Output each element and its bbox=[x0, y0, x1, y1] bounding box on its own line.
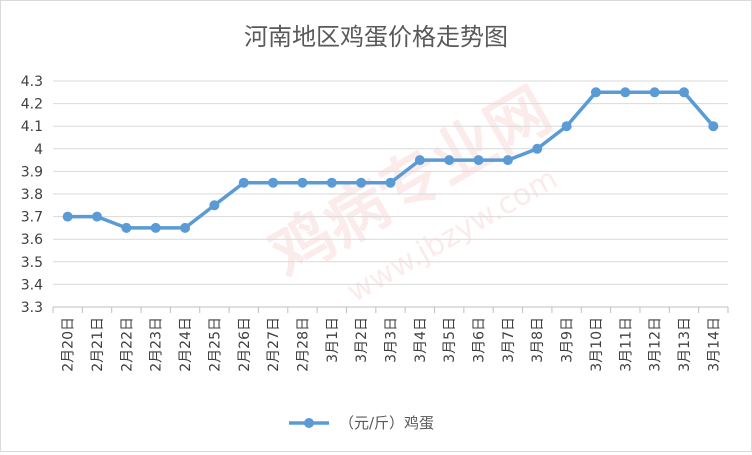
x-tick-label: 2月22日 bbox=[119, 317, 135, 372]
x-tick-label: 3月2日 bbox=[354, 317, 370, 363]
legend: （元/斤）鸡蛋 bbox=[289, 414, 434, 432]
data-point bbox=[268, 177, 279, 188]
data-point bbox=[414, 155, 425, 166]
y-tick-label: 4.1 bbox=[21, 119, 43, 135]
x-tick-label: 2月24日 bbox=[178, 317, 194, 372]
x-tick-label: 2月27日 bbox=[266, 317, 282, 372]
y-tick-label: 4.2 bbox=[21, 97, 43, 113]
data-point bbox=[561, 121, 572, 132]
data-point bbox=[708, 121, 719, 132]
data-point bbox=[326, 177, 337, 188]
data-point bbox=[121, 222, 132, 233]
x-axis-ticks: 2月20日 2月21日 2月22日 2月23日 2月24日 2月25日 2月26日 2月27日… bbox=[61, 317, 723, 372]
x-tick-label: 2月26日 bbox=[237, 317, 253, 372]
x-tick-label: 2月23日 bbox=[149, 317, 165, 372]
x-tick-label: 3月6日 bbox=[472, 317, 488, 363]
y-tick-label: 3.8 bbox=[21, 187, 43, 203]
data-point bbox=[356, 177, 367, 188]
y-tick-label: 4 bbox=[34, 142, 43, 158]
x-tick-label: 3月3日 bbox=[384, 317, 400, 363]
data-series bbox=[62, 87, 719, 233]
x-tick-label: 2月28日 bbox=[295, 317, 311, 372]
data-point bbox=[678, 87, 689, 98]
x-tick-label: 3月14日 bbox=[706, 317, 722, 372]
legend-marker bbox=[304, 418, 314, 428]
x-axis bbox=[52, 306, 729, 313]
data-point bbox=[649, 87, 660, 98]
data-point bbox=[62, 211, 73, 222]
y-tick-label: 3.9 bbox=[21, 164, 43, 180]
x-tick-label: 2月20日 bbox=[61, 317, 77, 372]
x-tick-label: 3月7日 bbox=[501, 317, 517, 363]
data-point bbox=[150, 222, 161, 233]
data-point bbox=[620, 87, 631, 98]
x-tick-label: 2月25日 bbox=[207, 317, 223, 372]
y-tick-label: 3.3 bbox=[21, 300, 43, 316]
x-tick-label: 3月11日 bbox=[618, 317, 634, 372]
chart-title: 河南地区鸡蛋价格走势图 bbox=[244, 23, 508, 51]
x-tick-label: 3月10日 bbox=[589, 317, 605, 372]
x-tick-label: 3月4日 bbox=[413, 317, 429, 363]
data-point bbox=[92, 211, 103, 222]
data-point bbox=[238, 177, 249, 188]
data-point bbox=[590, 87, 601, 98]
y-tick-label: 3.6 bbox=[21, 232, 43, 248]
data-point bbox=[385, 177, 396, 188]
data-point bbox=[473, 155, 484, 166]
gridlines bbox=[53, 80, 728, 308]
data-point bbox=[532, 143, 543, 154]
x-tick-label: 3月12日 bbox=[648, 317, 664, 372]
y-tick-label: 3.7 bbox=[21, 210, 43, 226]
y-axis-ticks: 3.3 3.4 3.5 3.6 3.7 3.8 3.9 4 4.1 4.2 4.3 bbox=[21, 74, 43, 316]
watermark: 鸡病专业网 www.jbzyw.com bbox=[258, 73, 564, 309]
data-point bbox=[209, 200, 220, 211]
x-tick-label: 3月5日 bbox=[442, 317, 458, 363]
x-tick-label: 3月8日 bbox=[530, 317, 546, 363]
data-point bbox=[502, 155, 513, 166]
data-point bbox=[444, 155, 455, 166]
y-tick-label: 4.3 bbox=[21, 74, 43, 90]
x-tick-label: 3月9日 bbox=[560, 317, 576, 363]
data-point bbox=[180, 222, 191, 233]
x-tick-label: 3月13日 bbox=[677, 317, 693, 372]
y-tick-label: 3.5 bbox=[21, 255, 43, 271]
x-tick-label: 2月21日 bbox=[90, 317, 106, 372]
legend-label: （元/斤）鸡蛋 bbox=[339, 414, 434, 432]
data-point bbox=[297, 177, 308, 188]
x-tick-label: 3月1日 bbox=[325, 317, 341, 363]
y-tick-label: 3.4 bbox=[21, 277, 43, 293]
